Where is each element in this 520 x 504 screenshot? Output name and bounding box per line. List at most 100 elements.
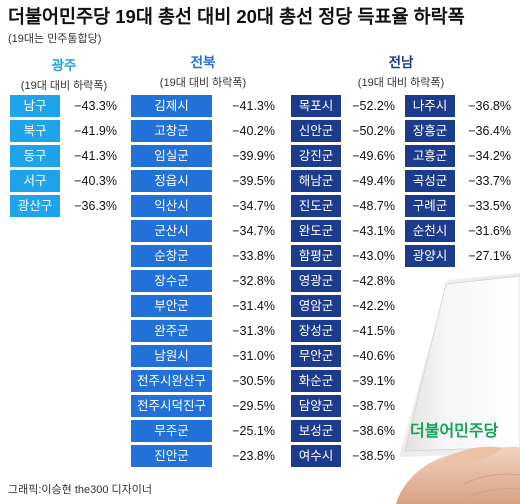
district-cell: 순천시: [405, 220, 455, 242]
district-cell: 함평군: [291, 245, 341, 267]
district-cell: 곡성군: [405, 170, 455, 192]
table-row: 익산시 −34.7%: [131, 195, 276, 217]
table-row: 강진군 −49.6%: [291, 145, 396, 167]
table-row: 북구 −41.9%: [10, 120, 118, 142]
value-label: −36.8%: [468, 99, 511, 113]
value-label: −34.7%: [232, 224, 275, 238]
value-label: −33.5%: [468, 199, 511, 213]
group-name: 전북: [190, 55, 216, 70]
district-cell: 부안군: [131, 295, 212, 317]
district-cell: 무주군: [131, 420, 212, 442]
group-caption: (19대 대비 하락폭): [159, 77, 247, 89]
district-cell: 장수군: [131, 270, 212, 292]
table-row: 김제시 −41.3%: [131, 95, 276, 117]
district-cell: 정읍시: [131, 170, 212, 192]
value-label: −31.4%: [232, 299, 275, 313]
district-cell: 영광군: [291, 270, 341, 292]
value-label: −34.7%: [232, 199, 275, 213]
table-row: 부안군 −31.4%: [131, 295, 276, 317]
district-cell: 담양군: [291, 395, 341, 417]
district-cell: 영암군: [291, 295, 341, 317]
table-row: 남구 −43.3%: [10, 95, 118, 117]
district-cell: 나주시: [405, 95, 455, 117]
group-header-jeonbuk: 전북 (19대 대비 하락폭): [128, 54, 278, 90]
district-cell: 여수시: [291, 445, 341, 467]
district-cell: 임실군: [131, 145, 212, 167]
table-row: 영광군 −42.8%: [291, 270, 396, 292]
table-row: 신안군 −50.2%: [291, 120, 396, 142]
table-row: 서구 −40.3%: [10, 170, 118, 192]
district-cell: 장성군: [291, 320, 341, 342]
value-label: −40.2%: [232, 124, 275, 138]
district-cell: 진도군: [291, 195, 341, 217]
district-cell: 화순군: [291, 370, 341, 392]
value-label: −48.7%: [352, 199, 395, 213]
group-header-jeonnam: 전남 (19대 대비 하락폭): [288, 54, 514, 90]
table-row: 담양군 −38.7%: [291, 395, 396, 417]
value-label: −38.7%: [352, 399, 395, 413]
value-label: −27.1%: [468, 249, 511, 263]
district-cell: 서구: [10, 170, 60, 192]
value-label: −36.3%: [74, 199, 117, 213]
table-row: 전주시덕진구 −29.5%: [131, 395, 276, 417]
value-label: −52.2%: [352, 99, 395, 113]
table-row: 장흥군 −36.4%: [405, 120, 512, 142]
table-row: 동구 −41.3%: [10, 145, 118, 167]
value-label: −43.0%: [352, 249, 395, 263]
district-cell: 군산시: [131, 220, 212, 242]
district-cell: 순창군: [131, 245, 212, 267]
district-cell: 고창군: [131, 120, 212, 142]
table-row: 순창군 −33.8%: [131, 245, 276, 267]
value-label: −32.8%: [232, 274, 275, 288]
value-label: −42.8%: [352, 274, 395, 288]
district-cell: 진안군: [131, 445, 212, 467]
table-row: 남원시 −31.0%: [131, 345, 276, 367]
table-row: 장수군 −32.8%: [131, 270, 276, 292]
value-label: −38.5%: [352, 449, 395, 463]
value-label: −40.3%: [74, 174, 117, 188]
finger-crease: [469, 488, 520, 497]
table-row: 진도군 −48.7%: [291, 195, 396, 217]
table-row: 보성군 −38.6%: [291, 420, 396, 442]
value-label: −33.7%: [468, 174, 511, 188]
table-row: 무주군 −25.1%: [131, 420, 276, 442]
table-row: 여수시 −38.5%: [291, 445, 396, 467]
party-logo: 더불어민주당: [410, 422, 499, 440]
value-label: −38.6%: [352, 424, 395, 438]
value-label: −42.2%: [352, 299, 395, 313]
district-cell: 고흥군: [405, 145, 455, 167]
thumb: [438, 446, 502, 470]
table-row: 진안군 −23.8%: [131, 445, 276, 467]
value-label: −36.4%: [468, 124, 511, 138]
table-row: 광양시 −27.1%: [405, 245, 512, 267]
value-label: −49.6%: [352, 149, 395, 163]
ballot-paper: [404, 275, 520, 452]
value-label: −40.6%: [352, 349, 395, 363]
district-cell: 광산구: [10, 195, 60, 217]
district-cell: 전주시덕진구: [131, 395, 212, 417]
value-label: −34.2%: [468, 149, 511, 163]
chart-subtitle: (19대는 민주통합당): [8, 33, 102, 45]
table-row: 완도군 −43.1%: [291, 220, 396, 242]
value-label: −23.8%: [232, 449, 275, 463]
value-label: −41.9%: [74, 124, 117, 138]
ballot-hand-illustration: 더불어민주당: [396, 273, 520, 504]
district-cell: 보성군: [291, 420, 341, 442]
value-label: −30.5%: [232, 374, 275, 388]
district-cell: 전주시완산구: [131, 370, 212, 392]
value-label: −31.0%: [232, 349, 275, 363]
value-label: −31.3%: [232, 324, 275, 338]
group-header-gwangju: 광주 (19대 대비 하락폭): [8, 57, 120, 93]
table-row: 무안군 −40.6%: [291, 345, 396, 367]
table-row: 장성군 −41.5%: [291, 320, 396, 342]
table-row: 나주시 −36.8%: [405, 95, 512, 117]
table-row: 화순군 −39.1%: [291, 370, 396, 392]
value-label: −39.9%: [232, 149, 275, 163]
district-cell: 익산시: [131, 195, 212, 217]
group-caption: (19대 대비 하락폭): [20, 80, 108, 92]
table-row: 영암군 −42.2%: [291, 295, 396, 317]
value-label: −39.1%: [352, 374, 395, 388]
table-row: 임실군 −39.9%: [131, 145, 276, 167]
table-row: 고창군 −40.2%: [131, 120, 276, 142]
